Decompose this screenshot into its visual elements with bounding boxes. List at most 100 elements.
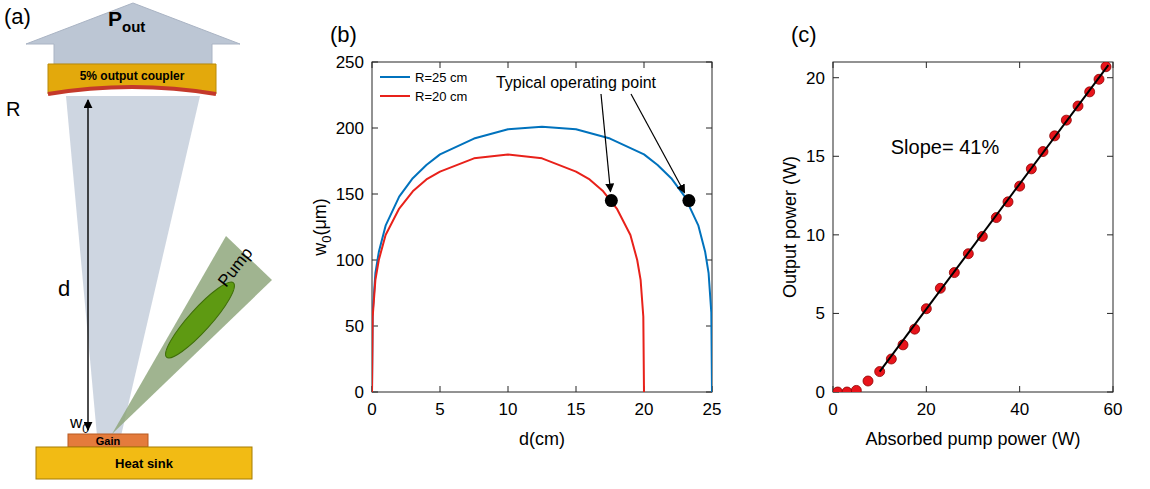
x-tick-label: 20 [917,400,936,419]
legend-swatch [380,76,410,78]
label: Gain [96,435,121,447]
x-tick-top [508,62,509,68]
y-tick [372,62,378,63]
coupler-coating [48,87,216,94]
y-tick-label: 100 [336,251,364,270]
x-axis-title: Absorbed pump power (W) [865,429,1080,449]
series-line [372,127,712,392]
panel-letter: (b) [330,22,357,47]
y-tick-label: 0 [816,383,825,402]
x-tick-top [926,62,927,68]
x-tick [576,386,577,392]
laser-beam [66,96,200,436]
x-tick [1113,386,1114,392]
x-tick [440,386,441,392]
x-tick-top [644,62,645,68]
plot-frame [372,62,712,392]
y-tick [372,194,378,195]
x-axis-title: d(cm) [519,429,565,449]
plot-frame [833,62,1113,392]
x-tick [1019,386,1020,392]
y-tick-right [706,194,712,195]
y-tick [833,77,839,78]
x-tick-label: 40 [1010,400,1029,419]
y-tick-right [1107,313,1113,314]
panel-a: Pout(a)5% output couplerRdPumpGainHeat s… [4,3,272,479]
x-tick-top [1113,62,1114,68]
y-tick-label: 250 [336,53,364,72]
rich-label: Pout [108,7,145,35]
x-tick-top [372,62,373,68]
output-arrow [26,3,240,64]
y-tick [372,128,378,129]
y-tick-right [706,128,712,129]
y-tick-right [1107,77,1113,78]
y-tick-label: 0 [355,383,364,402]
series-line [880,65,1109,371]
y-tick-label: 15 [806,147,825,166]
y-tick-label: 20 [806,69,825,88]
x-tick-top [1019,62,1020,68]
data-point [851,385,861,392]
plot-area [833,62,1111,392]
distance-arrow [87,100,88,430]
pump-beam [112,236,272,434]
x-tick-label: 10 [499,400,518,419]
y-tick-label: 150 [336,185,364,204]
y-tick [833,156,839,157]
output-coupler [48,64,216,94]
y-tick-label: 5 [816,304,825,323]
y-tick [833,234,839,235]
annotation-arrow [601,94,610,192]
x-tick-top [833,62,834,68]
x-tick-label: 0 [828,400,837,419]
heat-sink [36,447,252,479]
label: Heat sink [115,456,174,471]
gain-chip [68,434,148,447]
x-tick-top [440,62,441,68]
legend-label: R=25 cm [415,70,467,85]
x-tick-label: 0 [367,400,376,419]
data-point [833,387,843,392]
plot-area [372,127,712,392]
rich-label: w0 [69,413,89,436]
x-tick-top [576,62,577,68]
annotation: Typical operating point [496,74,657,91]
label: d [58,276,70,301]
y-tick-right [1107,234,1113,235]
label-tail: (μm) [310,198,330,235]
y-tick-label: 10 [806,226,825,245]
x-tick-label: 15 [567,400,586,419]
x-tick-label: 25 [703,400,722,419]
label: (a) [4,4,31,29]
label-main: w [69,413,83,432]
y-axis-title: w0(μm) [310,198,334,257]
label: R [6,98,20,120]
legend-swatch [380,95,410,97]
panel-letter: (c) [791,22,817,47]
panel-1: 0 20 40 60 0 5 10 15 20 Absorbed pump power (W) Ou… [780,22,1122,449]
annotation-arrow [631,94,685,193]
operating-point [605,194,618,207]
x-tick-label: 60 [1104,400,1123,419]
label-main: w [310,242,330,257]
y-tick-label: 200 [336,119,364,138]
x-tick-label: 5 [435,400,444,419]
y-tick-right [1107,392,1113,393]
data-point [842,387,852,392]
label-sub: 0 [319,236,334,243]
label-sub: 0 [82,422,89,436]
y-axis-title: Output power (W) [780,156,800,298]
series-line [372,154,644,392]
label-sub: out [122,18,145,35]
x-tick-label: 20 [635,400,654,419]
legend-label: R=20 cm [415,89,467,104]
label: Pump [214,244,256,291]
data-point [863,376,873,386]
x-tick [926,386,927,392]
y-tick-right [706,62,712,63]
annotation: Slope= 41% [891,136,1000,158]
x-tick [508,386,509,392]
operating-point [682,194,695,207]
y-tick-label: 50 [345,317,364,336]
